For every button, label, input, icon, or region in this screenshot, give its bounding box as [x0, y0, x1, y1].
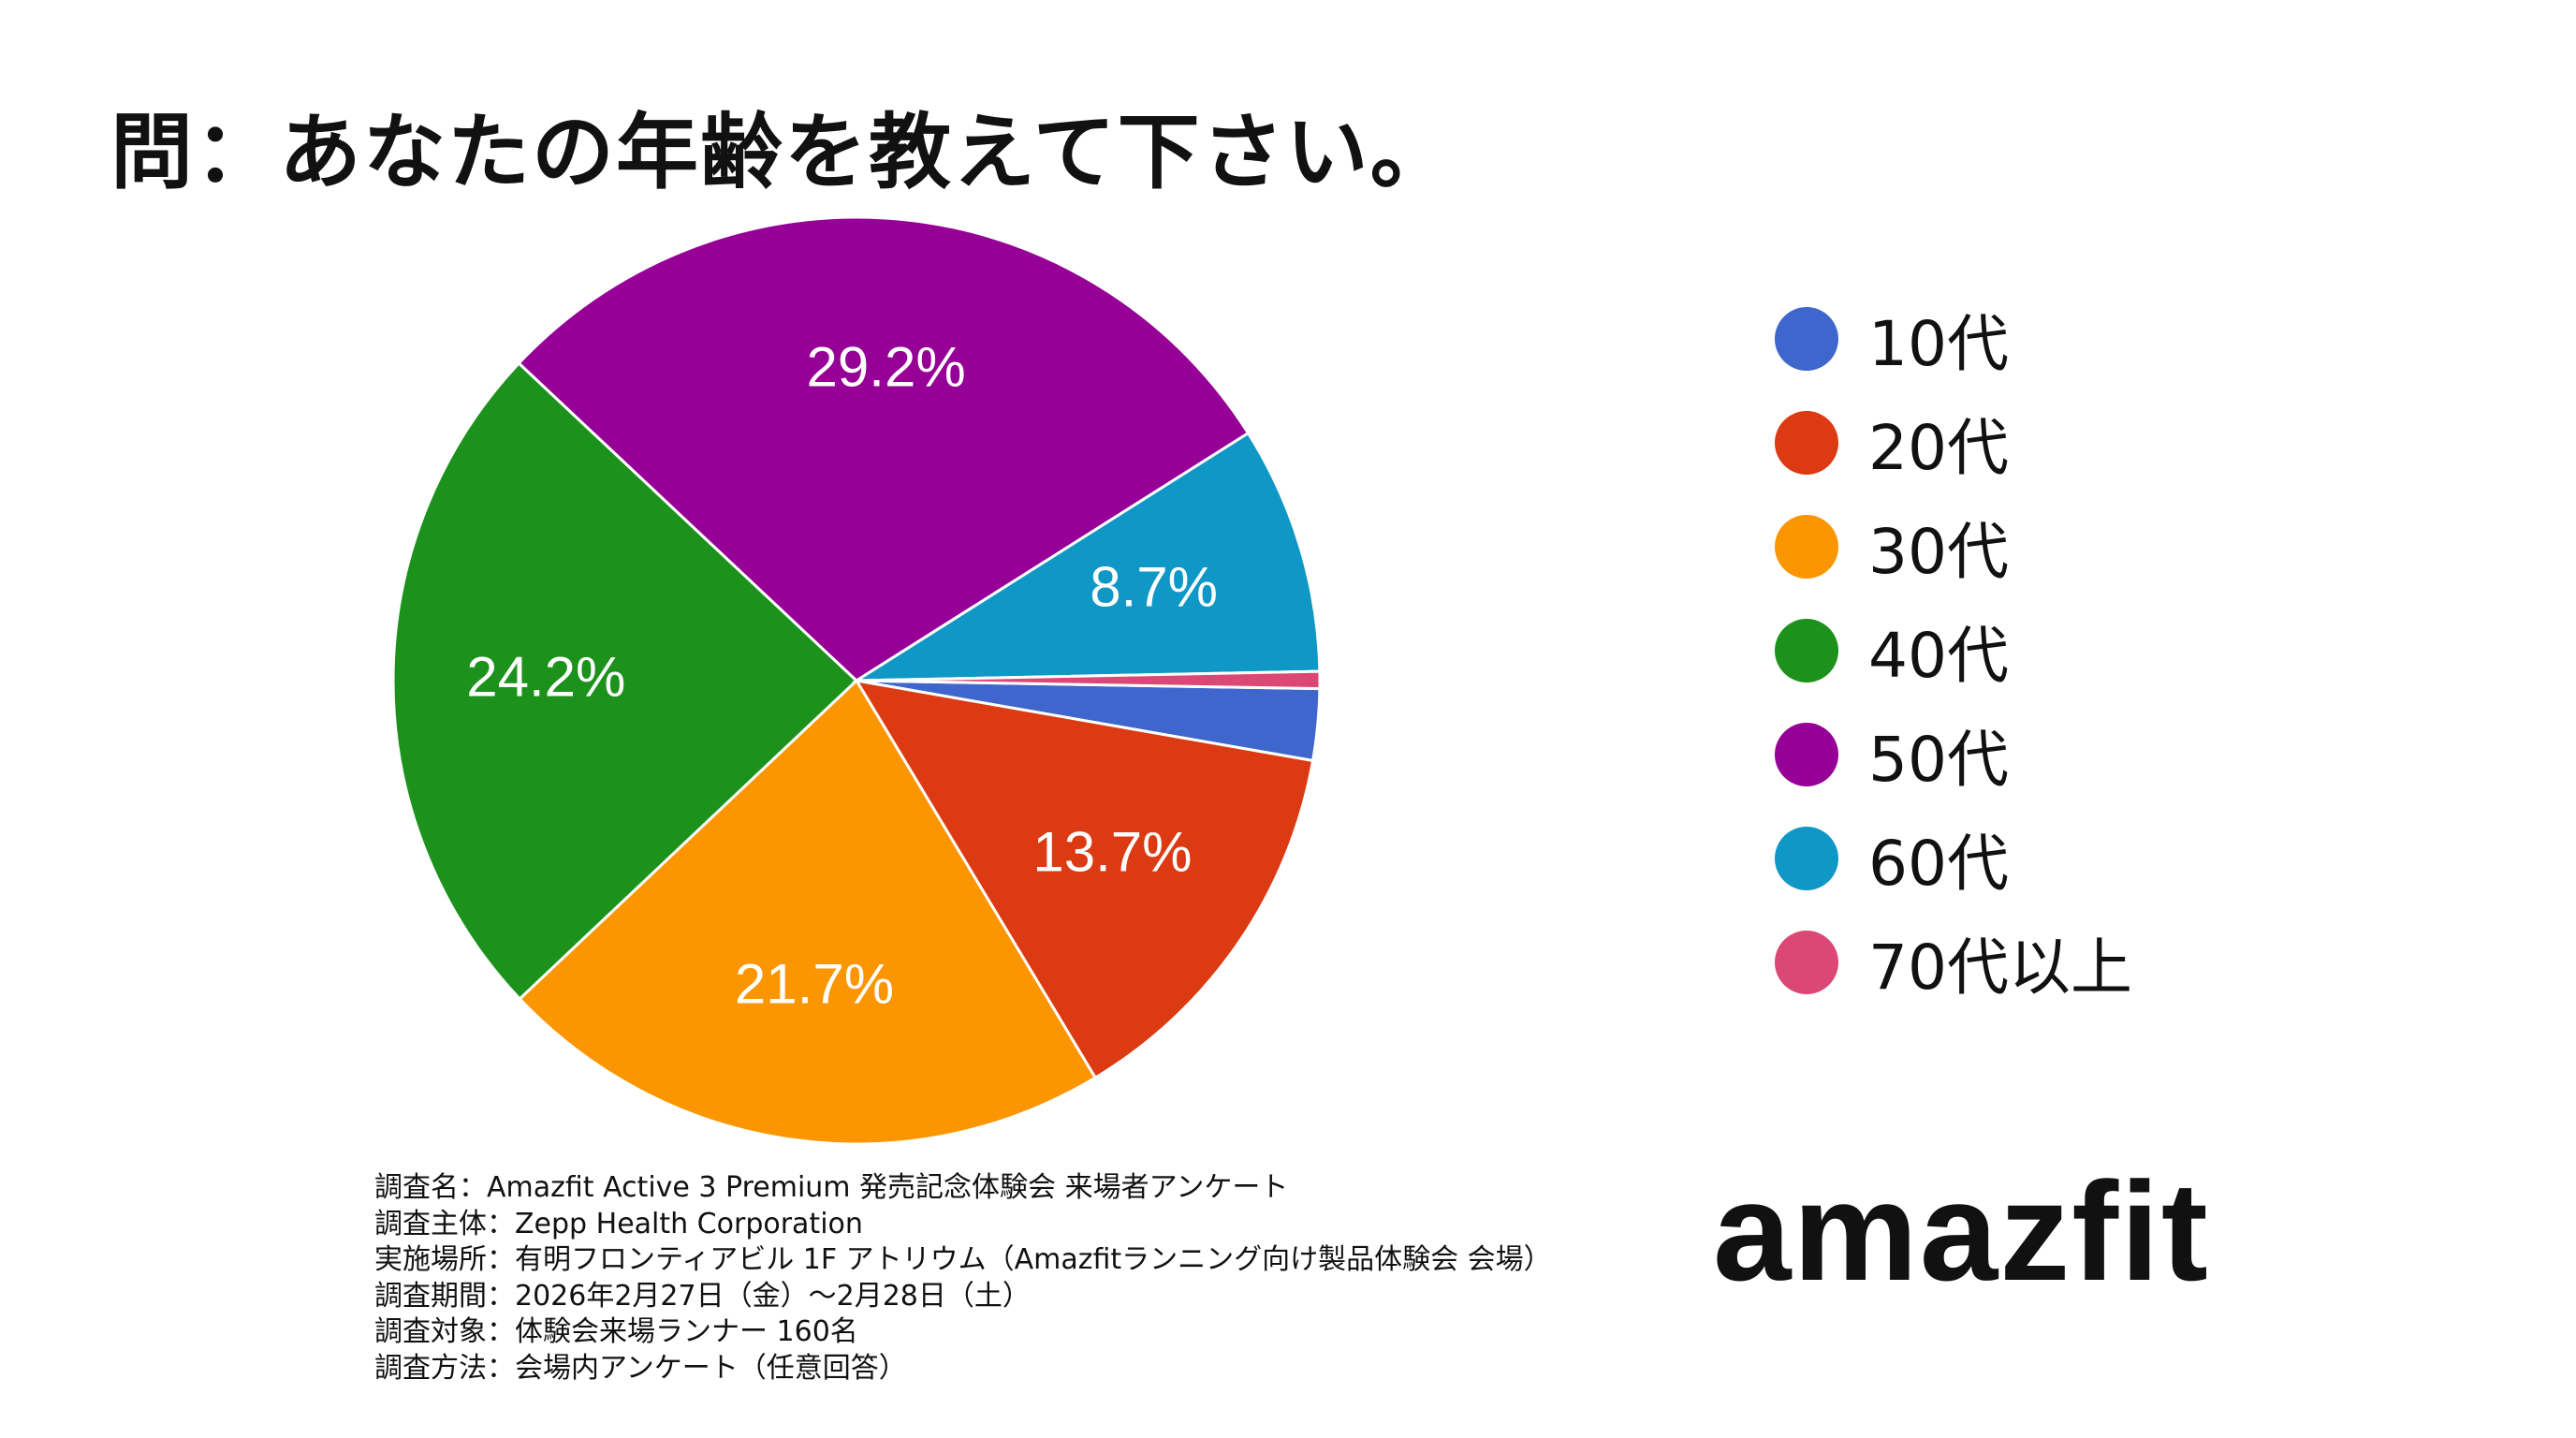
pie-slices	[391, 215, 1322, 1146]
legend-label: 60代	[1868, 827, 2009, 900]
legend-label: 30代	[1868, 515, 2009, 588]
legend-dot	[1775, 826, 1838, 890]
legend-item-2: 20代	[1775, 390, 2132, 494]
legend-item-6: 60代	[1775, 806, 2132, 910]
survey-target-line: 調査対象：体験会来場ランナー 160名	[374, 1315, 858, 1348]
legend-dot	[1775, 930, 1838, 994]
survey-name-line: 調査名：Amazfit Active 3 Premium 発売記念体験会 来場者…	[374, 1171, 1289, 1204]
legend-label: 10代	[1868, 307, 2009, 380]
legend-dot	[1775, 306, 1838, 371]
survey-period-line: 調査期間：2026年2月27日（金）～2月28日（土）	[374, 1279, 1031, 1313]
legend-item-4: 40代	[1775, 598, 2132, 702]
pie-slice-3	[518, 678, 1098, 1146]
survey-location-line: 実施場所：有明フロンティアビル 1F アトリウム（Amazfitランニング向け製…	[374, 1243, 1552, 1276]
legend-label: 50代	[1868, 723, 2009, 796]
survey-organizer-line: 調査主体：Zepp Health Corporation	[374, 1207, 863, 1240]
page-title: 問：あなたの年齢を教えて下さい。	[110, 104, 1455, 200]
pie-slice-2	[854, 678, 1315, 1080]
pie-label-4: 24.2%	[466, 645, 625, 708]
pie-labels: 13.7% 21.7% 24.2% 29.2% 8.7%	[466, 336, 1218, 1016]
legend-dot	[1775, 618, 1838, 682]
legend-item-1: 10代	[1775, 286, 2132, 390]
legend-item-3: 30代	[1775, 494, 2132, 598]
survey-method-line: 調査方法：会場内アンケート（任意回答）	[374, 1351, 907, 1385]
legend-label: 20代	[1868, 411, 2009, 484]
pie-label-5: 29.2%	[807, 336, 966, 399]
pie-label-6: 8.7%	[1090, 555, 1218, 618]
amazfit-logo: amazfit	[1713, 1152, 2210, 1310]
pie-slice-6	[851, 431, 1322, 682]
legend-dot	[1775, 514, 1838, 579]
pie-chart: 13.7% 21.7% 24.2% 29.2% 8.7%	[391, 215, 1322, 1146]
legend-dot	[1775, 410, 1838, 475]
legend: 10代 20代 30代 40代 50代 60代 70代以上	[1775, 286, 2132, 1014]
pie-slice-7	[856, 669, 1322, 691]
legend-item-5: 50代	[1775, 702, 2132, 806]
legend-label: 70代以上	[1868, 931, 2132, 1004]
legend-label: 40代	[1868, 619, 2009, 692]
pie-slice-5	[517, 215, 1251, 682]
pie-label-2: 13.7%	[1032, 820, 1192, 883]
pie-label-3: 21.7%	[735, 952, 894, 1015]
pie-slice-4	[391, 360, 859, 1002]
legend-dot	[1775, 722, 1838, 786]
legend-item-7: 70代以上	[1775, 910, 2132, 1014]
survey-info: 調査名：Amazfit Active 3 Premium 発売記念体験会 来場者…	[374, 1170, 1552, 1387]
